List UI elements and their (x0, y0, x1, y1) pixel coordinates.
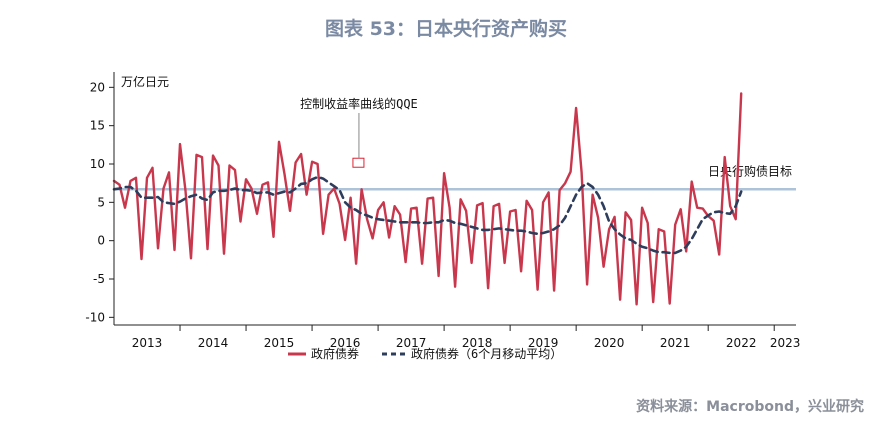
legend-label-monthly: 政府债券 (311, 346, 359, 361)
x-tick-label: 2018 (462, 336, 493, 350)
x-tick-label: 2020 (594, 336, 625, 350)
x-tick-label: 2022 (726, 336, 757, 350)
annotation-box (352, 157, 365, 168)
series-line-monthly (112, 92, 743, 306)
x-tick-label: 2013 (132, 336, 163, 350)
legend-label-ma6: 政府债券（6个月移动平均） (411, 346, 562, 361)
annotation-text: 控制收益率曲线的QQE (300, 96, 418, 111)
source-note: 资料来源：Macrobond，兴业研究 (636, 399, 864, 415)
y-tick-label: 15 (90, 119, 105, 133)
y-tick-label: 20 (90, 80, 105, 94)
y-tick-label: -10 (85, 310, 105, 324)
series-group (112, 92, 743, 306)
legend: 政府债券 政府债券（6个月移动平均） (288, 346, 562, 361)
annotations-group: 控制收益率曲线的QQE (300, 96, 418, 168)
axes-group: -10 -5 0 5 10 15 20 万亿日元 2013 2014 2015 2016 2017 201… (85, 72, 800, 350)
y-tick-label: 10 (90, 157, 105, 171)
figure-title: 图表 53：日本央行资产购买 (324, 18, 568, 40)
y-tick-label: 0 (97, 234, 105, 248)
x-tick-label: 2019 (528, 336, 559, 350)
target-label: 日央行购债目标 (708, 163, 792, 178)
x-tick-label: 2015 (264, 336, 295, 350)
y-tick-label: 5 (97, 195, 105, 209)
y-axis-unit: 万亿日元 (121, 74, 169, 89)
x-tick-label: 2017 (396, 336, 427, 350)
x-tick-label: 2016 (330, 336, 361, 350)
x-tick-label: 2023 (770, 336, 801, 350)
x-tick-label: 2014 (198, 336, 229, 350)
series-line-ma6 (112, 175, 743, 255)
x-tick-label: 2021 (660, 336, 691, 350)
y-tick-label: -5 (93, 272, 105, 286)
